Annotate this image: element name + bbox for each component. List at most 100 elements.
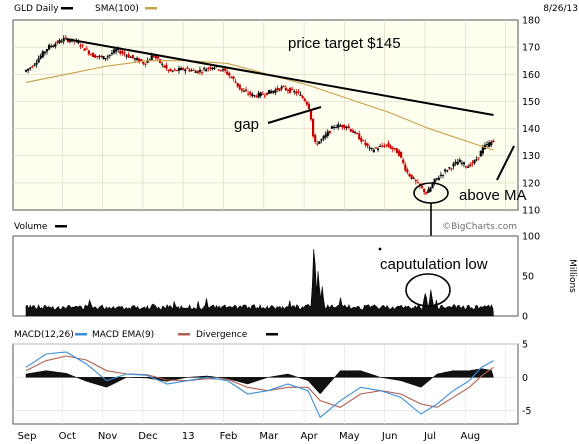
candle-body: [66, 39, 70, 42]
candle-body: [200, 72, 204, 74]
candle-body: [131, 55, 134, 59]
candle-body: [186, 67, 189, 69]
candle-body: [125, 55, 128, 57]
candle-body: [81, 44, 84, 46]
candle-body: [404, 164, 407, 171]
volume-y-tick-label: 50: [522, 272, 534, 283]
candle-body: [469, 164, 472, 167]
candle-body: [263, 95, 266, 97]
candle-body: [37, 58, 40, 63]
candle-body: [326, 131, 329, 136]
candle-body: [43, 51, 46, 54]
annotation-price-target: price target $145: [288, 35, 401, 52]
candle-body: [370, 147, 373, 149]
candle-body: [194, 71, 197, 73]
candle-body: [383, 146, 386, 148]
capitulation-circle-volume: [405, 273, 451, 307]
candle-body: [29, 67, 32, 69]
candle-body: [100, 55, 103, 57]
candle-body: [477, 157, 480, 159]
candle-body: [324, 134, 327, 138]
candle-body: [165, 65, 168, 69]
candle-body: [318, 141, 321, 144]
candle-body: [156, 56, 160, 59]
candle-body: [301, 96, 304, 99]
candle-body: [207, 67, 210, 69]
above-ma-pointer: [496, 145, 515, 181]
candle-body: [135, 58, 139, 60]
candle-body: [127, 54, 130, 58]
candle-body: [45, 49, 49, 52]
candle-body: [247, 93, 250, 95]
price-y-tick-label: 140: [522, 124, 540, 135]
x-tick-label: Jun: [381, 431, 398, 442]
candle-body: [410, 174, 413, 179]
candle-body: [374, 147, 378, 149]
candle-body: [349, 128, 352, 132]
candle-body: [397, 150, 401, 156]
candle-body: [251, 94, 254, 96]
candle-body: [205, 69, 208, 72]
candle-body: [462, 162, 466, 165]
candle-body: [87, 50, 90, 55]
candle-body: [108, 54, 111, 56]
candle-body: [85, 48, 88, 50]
candle-body: [50, 46, 53, 48]
candle-body: [439, 174, 443, 176]
volume-dot: [378, 247, 382, 251]
candle-body: [381, 145, 384, 147]
candle-body: [232, 76, 235, 79]
candle-body: [33, 64, 36, 66]
candle-body: [94, 54, 97, 58]
candle-body: [79, 45, 82, 47]
price-y-tick-label: 150: [522, 97, 540, 108]
volume-header-label: Volume: [14, 222, 48, 232]
candle-body: [213, 67, 216, 69]
candle-body: [351, 130, 355, 133]
gap-pointer: [267, 106, 322, 124]
price-y-tick-label: 130: [522, 151, 540, 162]
candle-body: [184, 69, 187, 72]
volume-y-ticks: 0 50 100: [522, 232, 540, 323]
annotation-above-ma: above MA: [459, 187, 527, 204]
candle-body: [173, 69, 176, 71]
candle-body: [490, 141, 493, 146]
volume-panel: Volume ©BigCharts.com 0 50 100 Millions ca…: [12, 222, 577, 323]
candle-body: [433, 178, 436, 184]
candle-body: [293, 91, 296, 93]
candle-body: [427, 189, 430, 194]
candle-body: [492, 140, 495, 143]
divergence-header-label: Divergence: [196, 330, 248, 340]
volume-header-swatch: [55, 225, 67, 228]
ema-header-swatch: [178, 333, 190, 336]
candle-body: [309, 109, 313, 120]
price-y-tick-label: 170: [522, 43, 540, 54]
candle-body: [223, 68, 227, 71]
macd-header-label: MACD(12,26): [14, 330, 74, 340]
candle-body: [68, 40, 72, 42]
candle-body: [420, 185, 424, 188]
candle-body: [314, 134, 317, 143]
candle-body: [110, 53, 114, 55]
candle-body: [393, 147, 396, 149]
candle-body: [240, 88, 243, 91]
candle-body: [431, 183, 434, 188]
candle-body: [230, 77, 233, 79]
candle-body: [446, 170, 449, 172]
candle-body: [400, 151, 403, 158]
candle-body: [479, 150, 482, 157]
candle-body: [146, 60, 149, 63]
candle-body: [26, 68, 30, 71]
candle-body: [62, 38, 65, 42]
candle-body: [123, 52, 126, 55]
candle-body: [167, 69, 170, 71]
candle-body: [343, 125, 346, 129]
candle-body: [261, 93, 264, 95]
candle-body: [257, 92, 260, 98]
price-header-swatch: [61, 7, 73, 10]
macd-ema-line: [25, 355, 494, 408]
candle-body: [192, 69, 195, 71]
candle-body: [353, 131, 357, 133]
candle-body: [163, 65, 166, 68]
candle-body: [291, 89, 294, 91]
